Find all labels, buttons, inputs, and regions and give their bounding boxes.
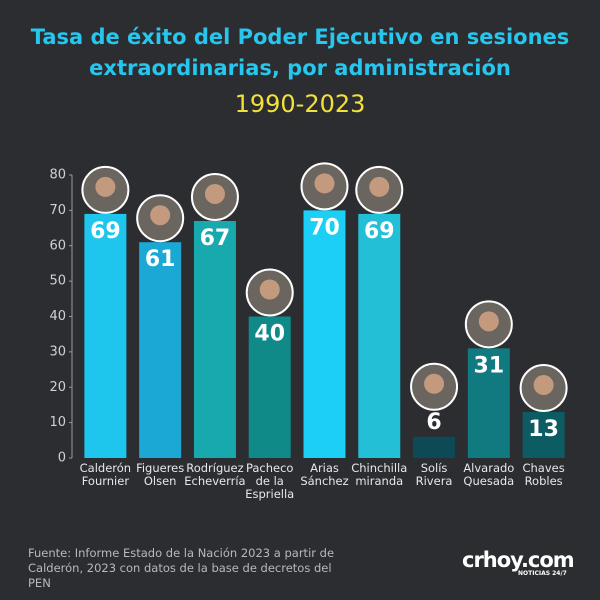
portrait-face <box>204 183 225 204</box>
logo: crhoy.com <box>462 548 575 572</box>
x-tick-label: Chinchilla miranda <box>351 461 408 488</box>
bar <box>193 220 236 458</box>
y-tick-label: 0 <box>58 451 66 466</box>
portrait-face <box>478 311 499 332</box>
bar <box>139 242 182 458</box>
portrait-face <box>369 176 390 197</box>
bar <box>84 213 127 458</box>
x-tick-label: Solís Rivera <box>415 461 453 488</box>
y-tick-label: 70 <box>49 203 66 218</box>
portrait-face <box>533 375 554 396</box>
portrait-face <box>150 205 171 226</box>
bar <box>522 412 565 458</box>
x-tick-label: Figueres Olsen <box>136 461 185 488</box>
chart-subtitle: 1990-2023 <box>234 90 366 118</box>
y-tick-label: 50 <box>49 274 66 289</box>
logo-tagline: NOTICIAS 24/7 <box>518 570 567 577</box>
x-tick-label: Chaves Robles <box>522 461 565 488</box>
value-label: 40 <box>254 322 285 347</box>
x-tick-label: Arias Sánchez <box>300 461 349 488</box>
bar <box>303 210 346 458</box>
value-label: 67 <box>200 226 231 251</box>
x-tick-label: Calderón Fournier <box>79 461 132 488</box>
portrait-face <box>95 176 116 197</box>
source-note: Fuente: Informe Estado de la Nación 2023… <box>28 546 335 590</box>
portrait-face <box>259 279 280 300</box>
value-label: 69 <box>364 219 395 244</box>
bar <box>248 316 291 458</box>
x-tick-label: Alvarado Quesada <box>463 461 515 488</box>
y-tick-label: 10 <box>49 415 66 430</box>
y-tick-label: 40 <box>49 309 66 324</box>
value-label: 70 <box>309 215 340 240</box>
value-label: 6 <box>426 410 441 435</box>
value-label: 69 <box>90 219 121 244</box>
value-label: 61 <box>145 247 176 272</box>
bar <box>467 348 510 458</box>
bar <box>413 436 456 458</box>
x-tick-label: Rodríguez Echeverría <box>184 461 246 488</box>
value-label: 13 <box>528 417 559 442</box>
chart-title: Tasa de éxito del Poder Ejecutivo en ses… <box>30 25 570 80</box>
y-tick-label: 30 <box>49 344 66 359</box>
y-tick-label: 80 <box>49 168 66 183</box>
y-tick-label: 60 <box>49 238 66 253</box>
portrait-face <box>424 373 445 394</box>
value-label: 31 <box>474 353 505 378</box>
x-tick-label: Pacheco de la Espriella <box>245 461 295 501</box>
y-tick-label: 20 <box>49 380 66 395</box>
portrait-face <box>314 173 335 194</box>
bar <box>358 213 401 458</box>
